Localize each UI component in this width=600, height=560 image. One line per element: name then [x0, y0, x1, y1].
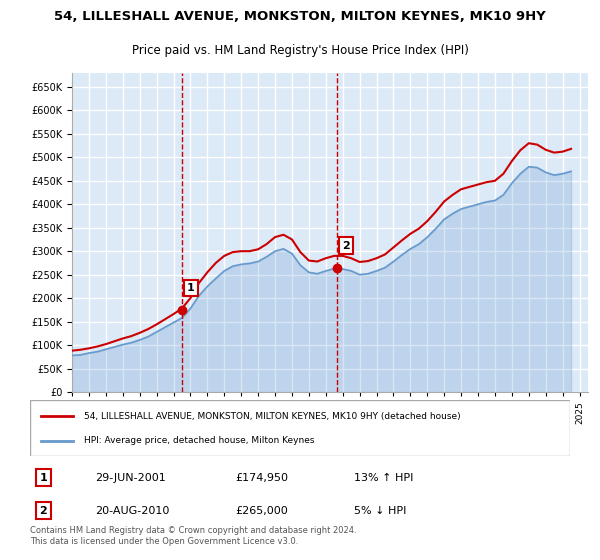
Text: £265,000: £265,000 [235, 506, 288, 516]
Text: Price paid vs. HM Land Registry's House Price Index (HPI): Price paid vs. HM Land Registry's House … [131, 44, 469, 57]
Text: 54, LILLESHALL AVENUE, MONKSTON, MILTON KEYNES, MK10 9HY (detached house): 54, LILLESHALL AVENUE, MONKSTON, MILTON … [84, 412, 461, 421]
FancyBboxPatch shape [30, 400, 570, 456]
Text: 13% ↑ HPI: 13% ↑ HPI [354, 473, 413, 483]
Text: 54, LILLESHALL AVENUE, MONKSTON, MILTON KEYNES, MK10 9HY: 54, LILLESHALL AVENUE, MONKSTON, MILTON … [54, 10, 546, 23]
Text: 5% ↓ HPI: 5% ↓ HPI [354, 506, 406, 516]
Text: 20-AUG-2010: 20-AUG-2010 [95, 506, 169, 516]
Text: 29-JUN-2001: 29-JUN-2001 [95, 473, 166, 483]
Text: 2: 2 [342, 241, 350, 251]
Text: HPI: Average price, detached house, Milton Keynes: HPI: Average price, detached house, Milt… [84, 436, 314, 445]
Text: Contains HM Land Registry data © Crown copyright and database right 2024.
This d: Contains HM Land Registry data © Crown c… [30, 526, 356, 546]
Text: 2: 2 [40, 506, 47, 516]
Text: 1: 1 [40, 473, 47, 483]
Text: £174,950: £174,950 [235, 473, 288, 483]
Text: 1: 1 [187, 283, 195, 293]
